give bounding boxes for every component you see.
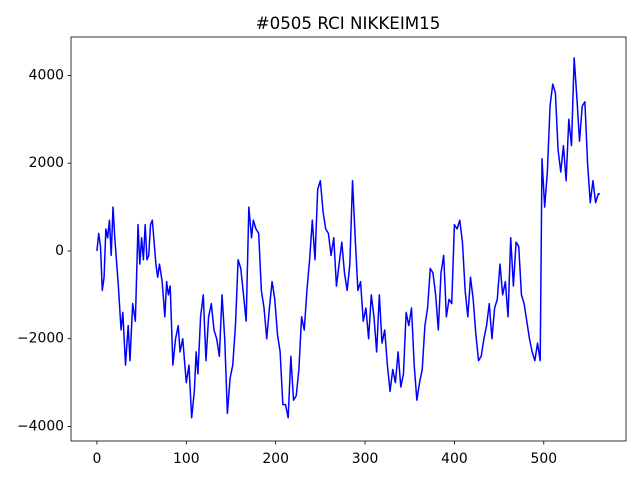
y-tick-label: 2000 — [29, 155, 64, 171]
line-series — [96, 57, 601, 419]
x-tick-label: 400 — [441, 451, 468, 467]
y-tick-label: 0 — [55, 243, 64, 259]
y-tick-label: −4000 — [17, 419, 64, 435]
x-tick-label: 300 — [352, 451, 379, 467]
x-tick-label: 100 — [173, 451, 200, 467]
x-tick-label: 500 — [531, 451, 558, 467]
chart-title: #0505 RCI NIKKEIM15 — [256, 13, 441, 33]
x-tick-label: 0 — [92, 451, 101, 467]
y-tick-label: 4000 — [29, 67, 64, 83]
plot-frame — [70, 36, 627, 442]
y-tick-label: −2000 — [17, 331, 64, 347]
x-tick-label: 200 — [262, 451, 289, 467]
